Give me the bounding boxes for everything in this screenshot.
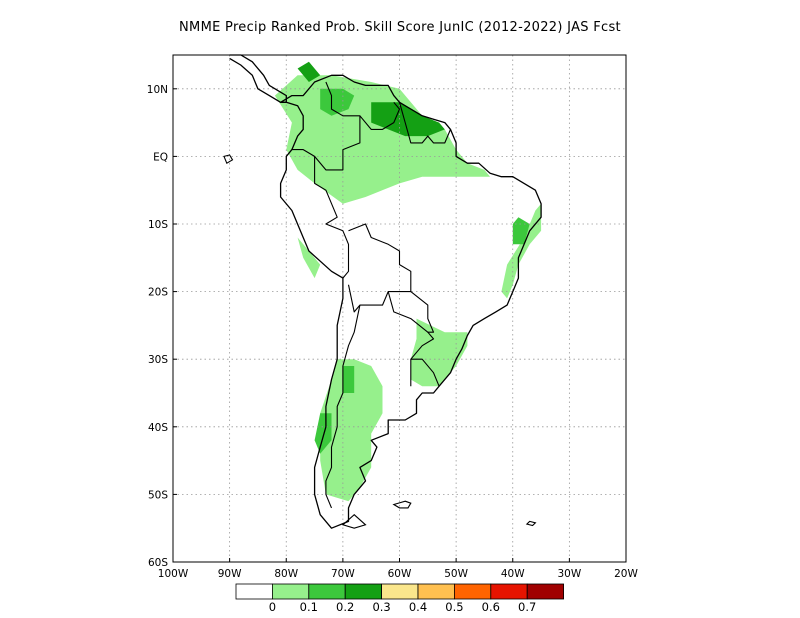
island-outline [392,500,412,509]
latitude-tick-label: 20S [148,287,168,299]
latitude-tick-label: 30S [148,354,168,366]
latitude-tick-label: 10N [147,84,168,96]
central-america-coastline [229,54,287,103]
colorbar-swatch [344,583,383,600]
colorbar: 0 0.1 0.2 0.3 0.4 0.5 0.6 0.7 [235,583,565,614]
colorbar-swatch [526,583,565,600]
skill-fill-layer [274,61,542,502]
colorbar-label: 0.1 [300,600,318,614]
island-outline [223,154,234,164]
colorbar-swatch [490,583,528,600]
longitude-tick-label: 30W [558,568,582,580]
longitude-tick-label: 50W [444,568,468,580]
longitude-tick-label: 100W [158,568,189,580]
island-outline [341,513,367,529]
longitude-tick-label: 40W [501,568,525,580]
country-border [325,304,361,509]
longitude-tick-label: 90W [218,568,242,580]
skill-patch [320,359,383,502]
skill-patch [342,366,355,393]
skill-patch [314,413,332,454]
longitude-tick-label: 70W [331,568,355,580]
colorbar-label: 0.2 [336,600,354,614]
continent-coastline [279,74,542,529]
colorbar-label: 0.5 [445,600,463,614]
colorbar-swatch [453,583,492,600]
latitude-tick-label: 10S [148,219,168,231]
country-border [387,291,435,333]
colorbar-label: 0.6 [482,600,500,614]
colorbar-swatch [417,583,455,600]
coastline-layer [223,54,542,529]
colorbar-swatch [308,583,346,600]
skill-patch [297,61,321,82]
skill-patch [274,75,491,204]
skill-patch [320,88,355,116]
latitude-tick-label: EQ [153,151,168,163]
colorbar-swatch [271,583,310,600]
colorbar-label: 0.4 [409,600,427,614]
longitude-tick-label: 80W [274,568,298,580]
skill-patch [371,102,445,137]
skill-patch [410,318,468,387]
country-border [410,331,435,387]
latitude-tick-label: 50S [148,489,168,501]
colorbar-swatch [235,583,273,600]
map-title: NMME Precip Ranked Prob. Skill Score Jun… [179,20,621,35]
colorbar-label: 0.7 [518,600,536,614]
latitude-tick-label: 60S [148,557,168,569]
latitude-labels: 10N EQ 10S 20S 30S 40S 50S 60S [147,84,177,569]
colorbar-label: 0.3 [372,600,390,614]
longitude-tick-label: 20W [614,568,638,580]
country-border [347,223,412,313]
country-border [398,102,452,144]
longitude-tick-label: 60W [388,568,412,580]
longitude-labels: 100W 90W 80W 70W 60W 50W 40W 30W 20W [158,558,638,580]
skill-patch [297,237,321,279]
latitude-tick-label: 40S [148,422,168,434]
country-border [410,358,440,387]
country-border [359,101,401,130]
country-border [291,81,361,171]
colorbar-label: 0 [269,600,276,614]
country-border [314,156,350,279]
island-outline [525,520,537,527]
colorbar-swatch [381,583,419,600]
